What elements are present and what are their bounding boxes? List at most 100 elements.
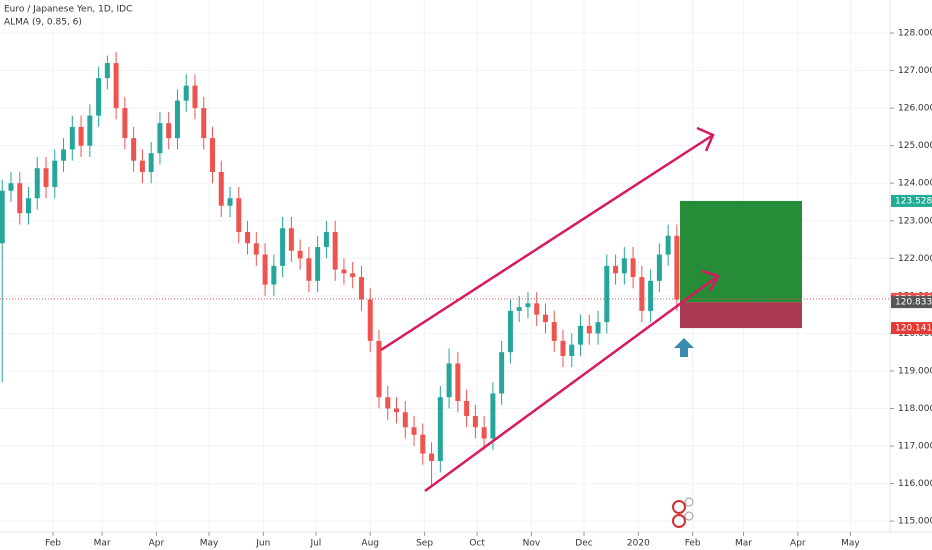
candle-body — [551, 322, 557, 341]
candle-body — [148, 153, 154, 172]
candle-body — [236, 198, 242, 233]
y-tick-label: 122.000 — [898, 254, 932, 264]
channel-lower — [424, 274, 719, 493]
arrow-head — [701, 269, 720, 292]
candle-body — [656, 254, 662, 281]
candle-body — [437, 397, 443, 462]
candle-body — [595, 322, 601, 334]
candle-body — [499, 352, 505, 394]
x-tick-label: Apr — [790, 539, 806, 549]
candle-body — [104, 63, 110, 79]
candle-body — [630, 258, 636, 278]
candle-body — [604, 265, 610, 323]
x-tick-label: Sep — [416, 539, 433, 549]
candle-body — [350, 273, 356, 278]
candle-body — [455, 363, 461, 401]
candle-body — [394, 408, 400, 413]
candle-body — [358, 277, 364, 300]
chart-title: Euro / Japanese Yen, 1D, IDC — [4, 5, 132, 15]
candle-body — [227, 198, 233, 206]
candle-body — [201, 108, 207, 139]
candle-body — [25, 198, 31, 214]
candle-body — [87, 115, 93, 146]
candle-body — [218, 171, 224, 206]
candle-body — [0, 190, 5, 244]
y-tick-label: 115.000 — [898, 517, 932, 527]
candle-body — [613, 265, 619, 274]
candle-body — [315, 247, 321, 281]
candle-body — [472, 415, 478, 428]
y-tick-label: 118.000 — [898, 404, 932, 414]
price-label-box — [891, 296, 932, 309]
candle-body — [621, 258, 627, 274]
candle-body — [78, 126, 84, 146]
x-tick-label: Oct — [469, 539, 485, 549]
y-tick-label: 119.000 — [898, 366, 932, 376]
candle-body — [139, 160, 145, 172]
x-tick-label: 2020 — [627, 539, 650, 549]
price-label: 120.141 — [895, 324, 932, 334]
indicator-label: ALMA (9, 0.85, 6) — [4, 18, 82, 28]
candle-body — [446, 363, 452, 398]
x-tick-label: Aug — [361, 539, 379, 549]
candle-body — [376, 340, 382, 398]
x-tick-label: Nov — [523, 539, 541, 549]
candle-body — [639, 277, 645, 311]
candle-body — [166, 123, 172, 139]
candle-body — [17, 183, 23, 214]
candle-body — [542, 314, 548, 323]
y-tick-label: 124.000 — [898, 179, 932, 189]
candle-body — [174, 100, 180, 139]
x-tick-label: Jul — [309, 539, 321, 549]
y-tick-label: 123.000 — [898, 216, 932, 226]
candle-body — [534, 303, 540, 315]
candle-body — [586, 325, 592, 334]
target-zone — [680, 200, 802, 303]
candle-body — [481, 427, 487, 439]
up-arrow — [674, 338, 694, 357]
candle-body — [429, 453, 435, 462]
event-icons — [672, 497, 694, 528]
candle-body — [516, 307, 522, 311]
y-tick-label: 117.000 — [898, 442, 932, 452]
x-tick-label: Apr — [149, 539, 165, 549]
candle-body — [122, 108, 128, 139]
candle-body — [262, 254, 268, 285]
candle-body — [420, 434, 426, 454]
candle-body — [323, 232, 329, 248]
candle-body — [157, 123, 163, 154]
price-label-box — [891, 194, 932, 207]
x-tick-label: May — [200, 539, 219, 549]
x-tick-label: Mar — [94, 539, 111, 549]
arrow-head — [696, 126, 715, 152]
candle-body — [411, 427, 417, 435]
candle-body — [507, 310, 513, 353]
stop-zone — [680, 302, 802, 329]
candle-body — [674, 235, 680, 300]
candle-body — [192, 85, 198, 109]
candle-body — [385, 397, 391, 409]
candle-body — [490, 393, 496, 439]
candle-body — [271, 265, 277, 285]
candle-body — [297, 250, 303, 259]
price-label: 123.528 — [895, 196, 932, 206]
candle-body — [402, 412, 408, 428]
candle-body — [43, 168, 49, 187]
y-tick-label: 127.000 — [898, 66, 932, 76]
candle-body — [569, 344, 575, 356]
candle-body — [52, 160, 58, 187]
y-tick-label: 128.000 — [898, 29, 932, 39]
candle-body — [306, 258, 312, 281]
candle-body — [34, 168, 40, 199]
candle-body — [560, 340, 566, 356]
candle-body — [183, 85, 189, 101]
candle-body — [8, 183, 14, 191]
price-label-box — [891, 322, 932, 335]
candle-body — [288, 228, 294, 251]
candle-body — [464, 400, 470, 416]
candle-body — [332, 232, 338, 270]
candle-body — [210, 138, 216, 172]
candle-body — [665, 235, 671, 255]
candle-body — [245, 232, 251, 244]
